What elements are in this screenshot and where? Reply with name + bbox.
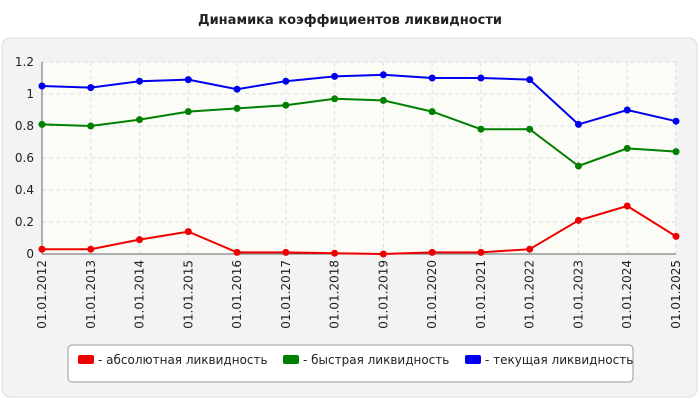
y-tick-label: 0.8 [15,119,34,133]
x-tick-label: 01.01.2016 [230,260,244,329]
point [38,82,46,90]
point [136,77,144,85]
point [184,108,192,116]
y-tick-label: 0.2 [15,215,34,229]
point [282,248,290,256]
y-tick-label: 0.4 [15,183,34,197]
point [233,248,241,256]
x-tick-label: 01.01.2014 [133,260,147,329]
point [136,236,144,244]
series-line [41,97,677,168]
x-tick-label: 01.01.2013 [84,260,98,329]
legend [67,344,634,383]
y-tick-label: 0.6 [15,151,34,165]
point [331,95,339,103]
point [672,148,680,156]
point [477,248,485,256]
x-tick-label: 01.01.2022 [523,260,537,329]
point [428,248,436,256]
legend-swatch [78,355,94,364]
series-line [41,73,677,126]
point [184,228,192,236]
x-tick-label: 01.01.2025 [669,260,683,329]
legend-label: - быстрая ликвидность [303,353,449,367]
x-tick-label: 01.01.2019 [376,260,390,329]
point [38,120,46,128]
legend-swatch [283,355,299,364]
legend-label: - абсолютная ликвидность [98,353,268,367]
point [526,125,534,133]
x-tick-label: 01.01.2017 [279,260,293,329]
x-tick-label: 01.01.2020 [425,260,439,329]
point [477,125,485,133]
point [184,76,192,84]
point [623,202,631,210]
series-line [42,204,677,256]
y-tick-label: 1.2 [15,55,34,69]
point [87,122,95,130]
point [672,117,680,125]
point [331,249,339,257]
y-tick-label: 1 [26,87,34,101]
point [87,245,95,253]
x-tick-label: 01.01.2023 [571,260,585,329]
x-tick-label: 01.01.2021 [474,260,488,329]
point [428,74,436,82]
x-tick-label: 01.01.2015 [181,260,195,329]
point [526,245,534,253]
point [574,216,582,224]
point [379,71,387,79]
point [428,108,436,116]
point [574,120,582,128]
chart-title: Динамика коэффициентов ликвидности [198,13,502,28]
point [574,162,582,170]
point [477,74,485,82]
point [672,232,680,240]
x-tick-label: 01.01.2024 [620,260,634,329]
point [623,144,631,152]
point [136,116,144,124]
point [623,106,631,114]
x-tick-label: 01.01.2012 [35,260,49,329]
x-tick-label: 01.01.2018 [328,260,342,329]
point [282,77,290,85]
point [526,76,534,84]
point [379,96,387,104]
point [282,101,290,109]
legend-label: - текущая ликвидность [485,353,633,367]
point [331,72,339,80]
point [233,104,241,112]
point [38,245,46,253]
legend-swatch [465,355,481,364]
point [379,250,387,258]
point [87,84,95,92]
point [233,85,241,93]
y-tick-label: 0 [26,247,34,261]
